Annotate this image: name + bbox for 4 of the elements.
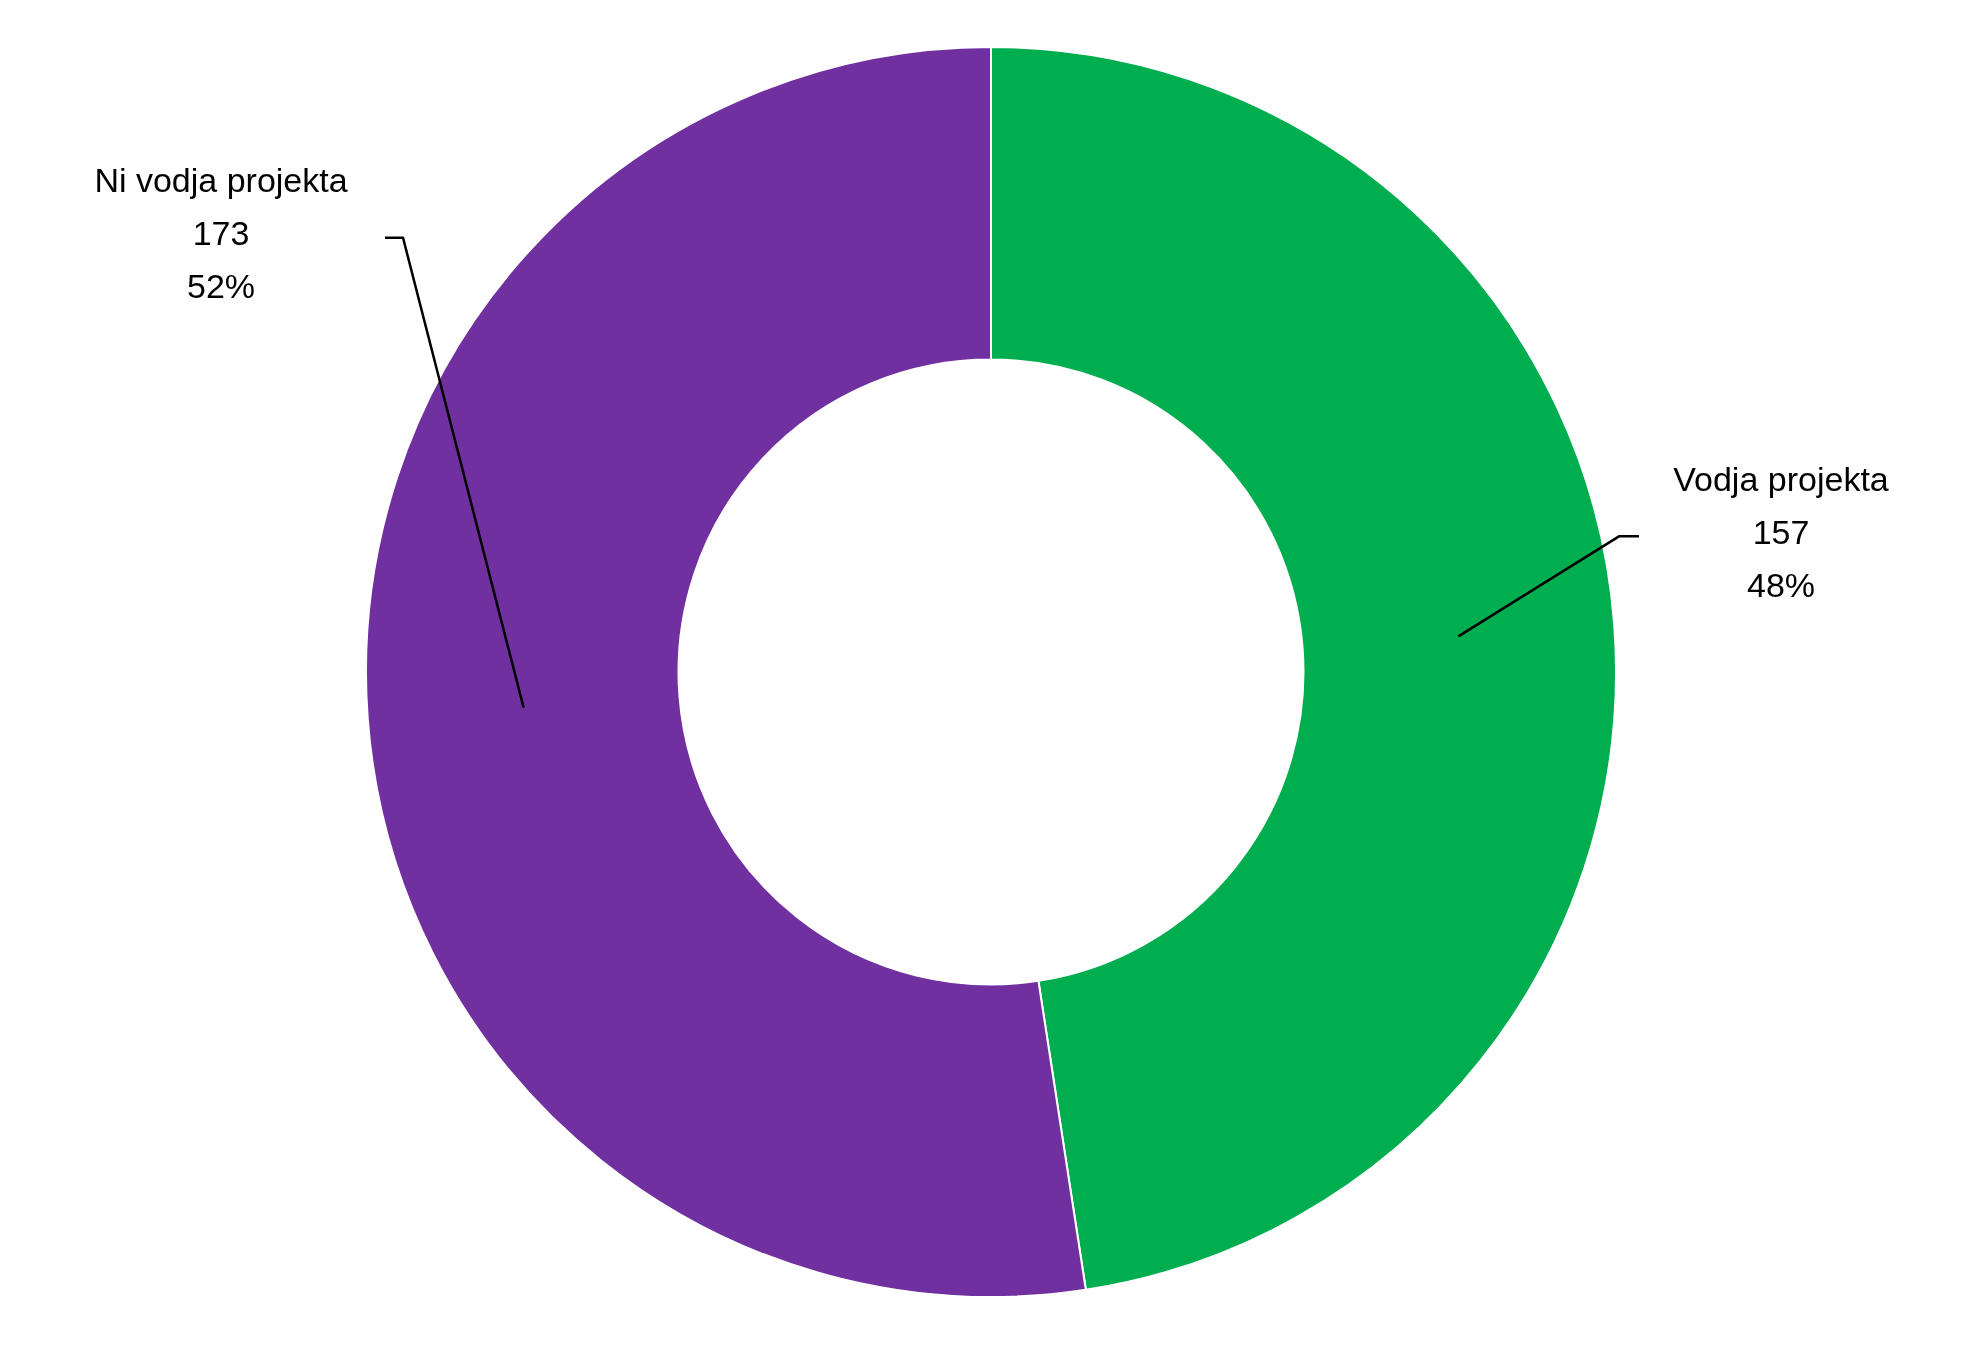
data-label: 173 52% bbox=[186, 214, 256, 306]
data-label: 157 48% bbox=[1746, 512, 1816, 604]
slice-label: Vodja projekta bbox=[1673, 459, 1889, 498]
slice-label: Ni vodja projekta bbox=[94, 161, 348, 200]
